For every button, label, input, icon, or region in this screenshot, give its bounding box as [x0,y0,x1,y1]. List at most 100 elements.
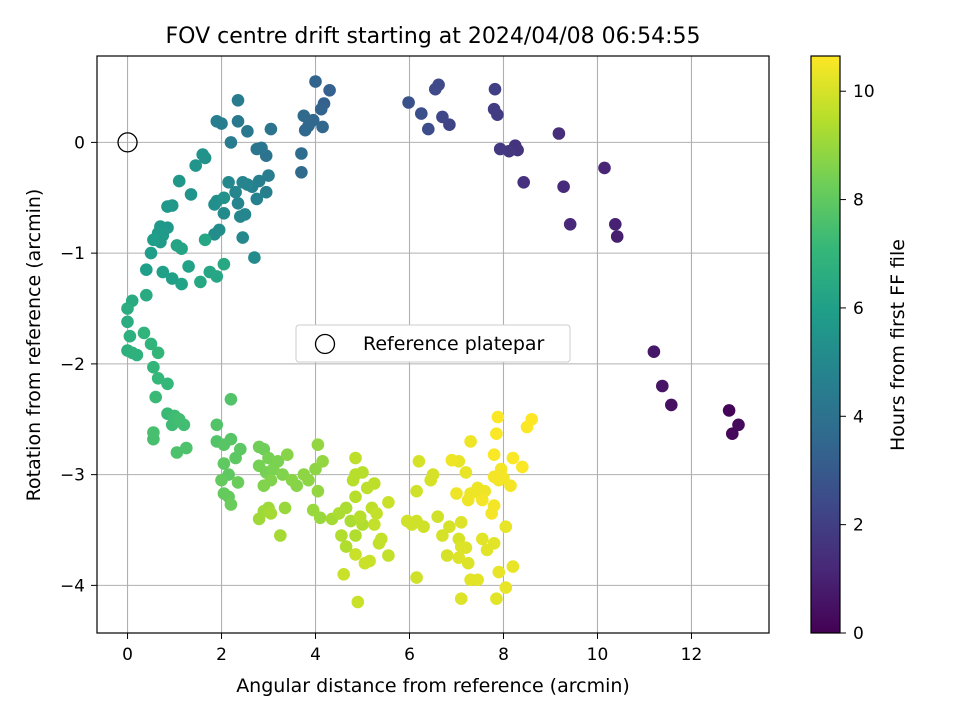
y-axis-ticks: 0 −1 −2 −3 −4 [60,133,97,596]
data-point [492,565,506,579]
data-point [295,166,308,179]
data-point [459,541,473,554]
data-point [248,251,261,264]
data-point [313,511,327,525]
data-point [445,453,459,467]
data-point [175,242,188,255]
x-axis-ticks: 0 2 4 6 8 10 12 [122,633,702,665]
data-point [464,435,477,448]
data-point [224,498,238,511]
data-point [490,427,503,441]
data-point [210,270,224,283]
plot-area: 0 2 4 6 8 10 12 0 −1 −2 −3 −4 [60,55,770,665]
data-point [410,571,423,584]
data-point [210,115,224,128]
data-point [184,188,198,201]
colorbar-gradient [811,56,840,633]
data-point [454,592,468,605]
legend-marker [314,333,336,355]
data-point [165,272,179,285]
data-point [337,568,351,581]
data-point [264,507,278,520]
reference-platepar-marker [117,132,138,153]
data-point [351,595,365,609]
data-point [177,418,191,432]
data-point [487,448,501,462]
data-point [281,448,294,462]
y-tick-label: −2 [60,355,85,375]
data-point [198,233,212,247]
data-point [144,337,158,351]
data-point [149,390,162,404]
data-point [231,94,245,107]
data-point [151,346,165,360]
legend-box [295,324,571,363]
data-point [563,218,577,231]
data-point [175,277,188,291]
data-point [517,176,530,189]
data-point [417,520,430,533]
x-axis-label: Angular distance from reference (arcmin) [236,675,630,697]
data-point [493,142,507,156]
data-point [196,148,209,161]
data-point [302,473,315,487]
data-point [610,230,624,243]
data-point [151,372,165,385]
data-point [276,468,289,481]
data-point [144,246,158,260]
x-tick-label: 2 [216,645,227,665]
data-point [436,110,449,124]
colorbar-tick-label: 10 [853,82,875,102]
data-point [372,537,386,550]
data-point [298,123,312,137]
data-point [316,120,329,134]
data-point [557,180,570,193]
data-point [402,96,415,109]
data-point [499,581,513,594]
data-point [217,457,231,470]
data-points [121,75,745,609]
data-point [461,556,475,570]
x-tick-label: 8 [498,645,509,665]
data-point [264,122,278,136]
data-point [353,510,367,523]
data-point [485,507,499,520]
x-tick-label: 4 [310,645,321,665]
data-point [314,102,328,116]
colorbar-tick-label: 4 [853,407,864,427]
data-point [410,484,423,498]
data-point [344,514,358,528]
y-tick-label: 0 [74,133,85,153]
data-point [459,466,473,479]
legend-label: Reference platepar [363,333,545,355]
data-point [323,84,336,97]
data-point [250,142,264,156]
data-point [241,125,254,138]
data-point [356,466,369,479]
x-tick-label: 0 [122,645,133,665]
plot-frame [96,55,770,634]
y-tick-label: −3 [60,466,85,486]
data-point [217,257,231,271]
data-point [349,529,362,542]
data-point [426,468,440,481]
colorbar-tick-label: 6 [853,299,864,319]
data-point [609,218,622,231]
data-point [231,115,245,128]
data-point [250,192,264,206]
data-point [161,200,174,213]
data-point [476,532,489,546]
data-point [161,377,174,391]
data-point [412,455,426,468]
data-point [494,462,508,476]
data-point [339,540,353,553]
data-point [140,288,153,302]
data-point [368,477,381,490]
data-point [471,573,484,587]
data-point [429,82,442,96]
data-point [236,231,249,244]
data-point [598,161,611,175]
data-point [452,551,466,564]
data-point [506,451,520,465]
data-point [182,260,195,273]
